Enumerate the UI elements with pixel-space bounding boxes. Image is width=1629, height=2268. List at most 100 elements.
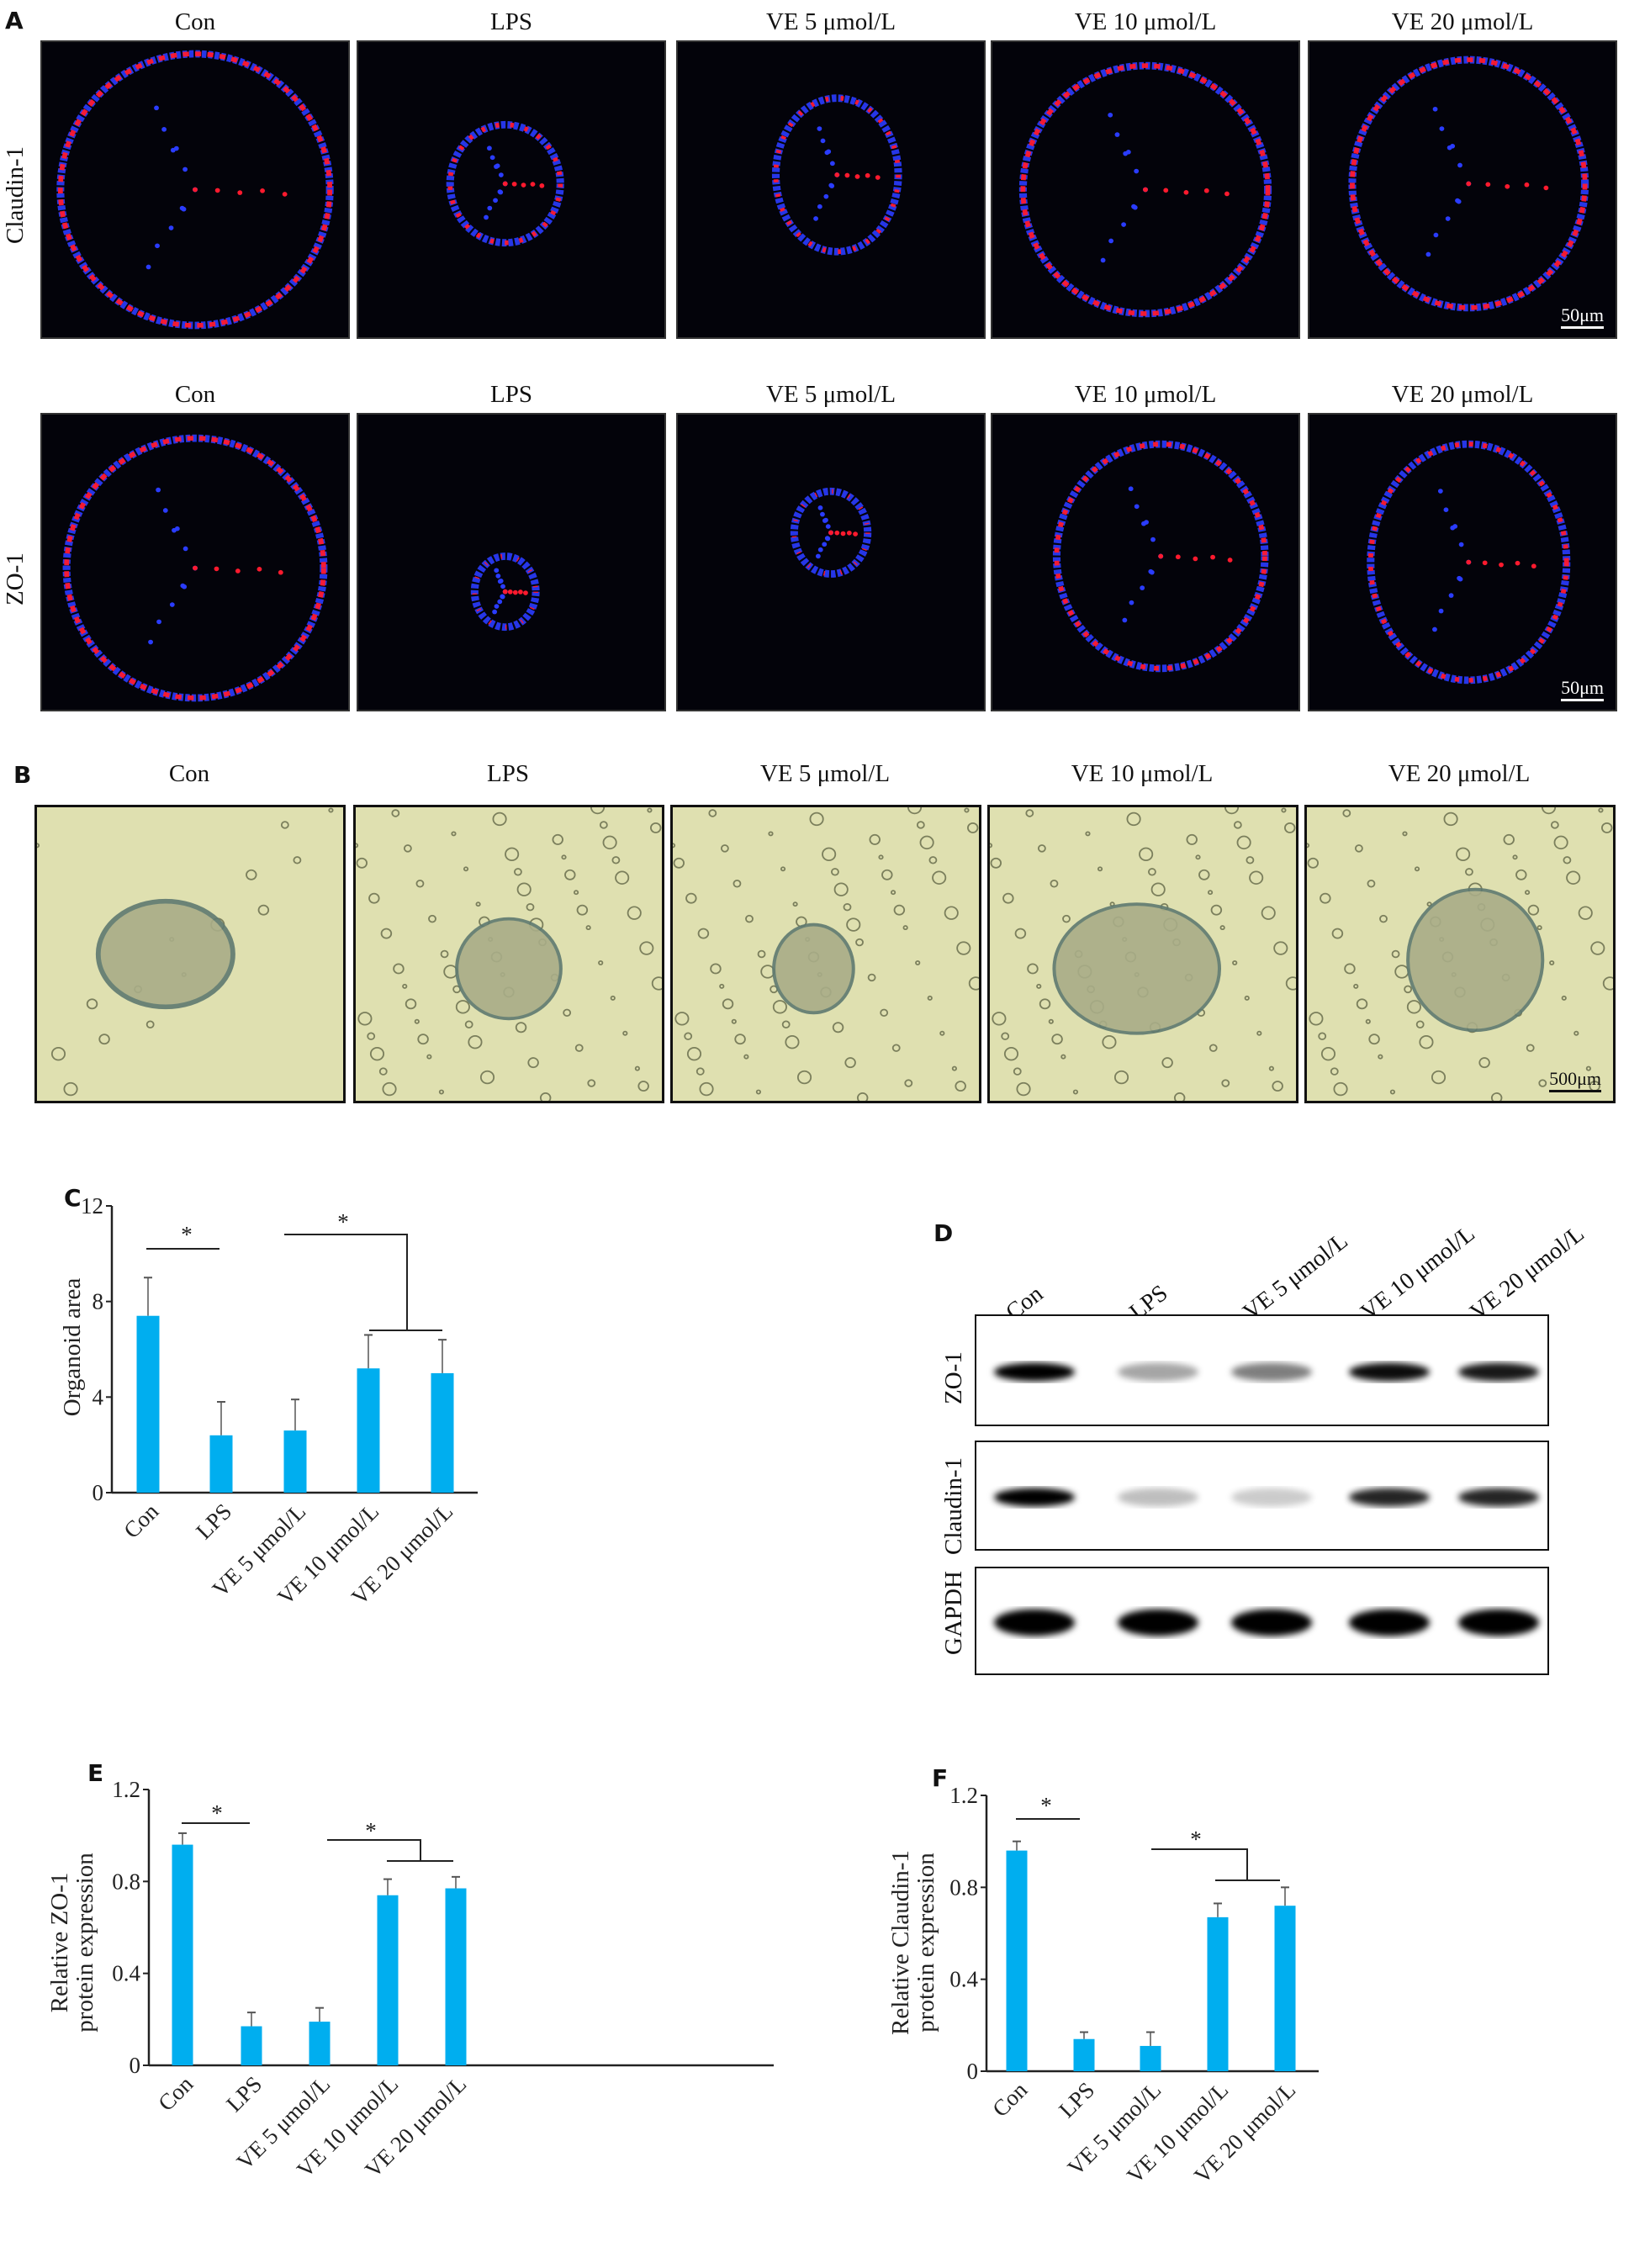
brightfield-ve-5-umol-l — [670, 805, 981, 1103]
blot-band — [1118, 1362, 1198, 1382]
significance-bracket — [327, 1839, 421, 1861]
y-tick-label: 1.2 — [112, 1777, 140, 1802]
group-header: Con — [168, 760, 210, 787]
significance-bracket — [284, 1234, 408, 1330]
group-header: VE 20 μmol/L — [1391, 381, 1534, 408]
significance-star: * — [211, 1800, 223, 1826]
blot-band — [1349, 1362, 1430, 1382]
blot-band — [1118, 1488, 1198, 1507]
y-tick-label: 1.2 — [949, 1783, 978, 1808]
y-tick-label: 8 — [93, 1289, 104, 1314]
group-header: Con — [174, 8, 216, 35]
y-tick-label: 0 — [93, 1480, 104, 1505]
x-tick-label: Con — [119, 1499, 163, 1543]
bar-ve-20-umol-l — [1274, 1906, 1296, 2071]
blot-band — [1349, 1488, 1430, 1507]
row-label-claudin-1: Claudin-1 — [2, 146, 29, 244]
y-axis-label: protein expression — [71, 1853, 98, 2033]
significance-star: * — [1040, 1793, 1052, 1818]
scale-bar: 50μm — [1561, 677, 1604, 701]
bar-ve-20-umol-l — [445, 1888, 467, 2065]
y-tick-label: 0.4 — [949, 1967, 978, 1992]
row-label-zo-1: ZO-1 — [2, 552, 29, 605]
y-axis-label: Relative ZO-1 — [46, 1873, 73, 2013]
panel-label-a: A — [5, 7, 24, 34]
panel-label-e: E — [87, 1759, 104, 1787]
y-tick-label: 12 — [81, 1193, 103, 1219]
micrograph-claudin-1-ve-5-umol-l — [676, 40, 986, 339]
brightfield-con — [34, 805, 346, 1103]
x-tick-label: LPS — [191, 1499, 236, 1544]
group-header: VE 5 μmol/L — [765, 381, 896, 408]
group-header: VE 5 μmol/L — [759, 760, 891, 787]
blot-label-gapdh: GAPDH — [940, 1570, 967, 1655]
significance-bracket — [1151, 1848, 1248, 1880]
panel-label-d: D — [934, 1219, 954, 1247]
lane-label: VE 10 μmol/L — [1356, 1220, 1480, 1326]
blot-gapdh — [975, 1567, 1549, 1675]
group-header: LPS — [487, 760, 529, 787]
blot-band — [1231, 1488, 1312, 1507]
brightfield-lps — [353, 805, 664, 1103]
group-header: LPS — [490, 381, 532, 408]
micrograph-claudin-1-ve-20-umol-l: 50μm — [1308, 40, 1617, 339]
bar-con — [172, 1844, 193, 2065]
group-header: VE 20 μmol/L — [1388, 760, 1531, 787]
significance-star: * — [1190, 1827, 1202, 1852]
micrograph-claudin-1-lps — [357, 40, 666, 339]
blot-band — [1231, 1609, 1312, 1636]
blot-zo-1 — [975, 1314, 1549, 1426]
bar-ve-10-umol-l — [1207, 1916, 1229, 2071]
group-header: VE 10 μmol/L — [1074, 381, 1217, 408]
brightfield-ve-20-umol-l: 500μm — [1304, 805, 1616, 1103]
micrograph-zo-1-con — [40, 413, 350, 711]
blot-claudin-1 — [975, 1441, 1549, 1551]
micrograph-zo-1-lps — [357, 413, 666, 711]
micrograph-zo-1-ve-5-umol-l — [676, 413, 986, 711]
y-axis-label: Organoid area — [59, 1278, 86, 1417]
micrograph-claudin-1-con — [40, 40, 350, 339]
y-tick-label: 4 — [93, 1384, 104, 1409]
group-header: VE 10 μmol/L — [1071, 760, 1214, 787]
group-header: VE 5 μmol/L — [765, 8, 896, 35]
bar-con — [1006, 1850, 1028, 2071]
blot-band — [1118, 1609, 1198, 1636]
micrograph-zo-1-ve-10-umol-l — [991, 413, 1300, 711]
lane-label: VE 5 μmol/L — [1238, 1228, 1353, 1326]
panel-label-f: F — [932, 1764, 949, 1792]
x-tick-label: Con — [153, 2071, 198, 2116]
group-header: VE 10 μmol/L — [1074, 8, 1217, 35]
blot-label-claudin-1: Claudin-1 — [940, 1456, 967, 1555]
blot-label-zo-1: ZO-1 — [940, 1351, 967, 1404]
x-tick-label: Con — [987, 2077, 1032, 2122]
y-axis-label: Relative Claudin-1 — [887, 1850, 914, 2035]
x-tick-label: LPS — [1054, 2077, 1099, 2123]
significance-star: * — [337, 1209, 349, 1234]
bar-lps — [209, 1435, 233, 1493]
blot-band — [1349, 1609, 1430, 1636]
group-header: LPS — [490, 8, 532, 35]
bar-ve-5-umol-l — [283, 1430, 307, 1493]
significance-star: * — [365, 1818, 377, 1843]
blot-band — [1458, 1488, 1539, 1507]
blot-band — [994, 1488, 1075, 1507]
group-header: VE 20 μmol/L — [1391, 8, 1534, 35]
blot-band — [1458, 1609, 1539, 1636]
y-axis-label: protein expression — [912, 1853, 939, 2033]
y-tick-label: 0.8 — [949, 1874, 978, 1900]
bar-ve-5-umol-l — [309, 2022, 331, 2065]
scale-bar: 50μm — [1561, 304, 1604, 329]
bar-lps — [241, 2026, 262, 2065]
blot-band — [1458, 1362, 1539, 1382]
lane-label: VE 20 μmol/L — [1465, 1220, 1589, 1326]
panel-label-c: C — [64, 1184, 82, 1212]
y-tick-label: 0 — [130, 2053, 141, 2078]
brightfield-ve-10-umol-l — [987, 805, 1298, 1103]
x-tick-label: LPS — [221, 2071, 267, 2117]
micrograph-claudin-1-ve-10-umol-l — [991, 40, 1300, 339]
bar-ve-10-umol-l — [357, 1368, 380, 1493]
bar-ve-5-umol-l — [1140, 2045, 1161, 2071]
